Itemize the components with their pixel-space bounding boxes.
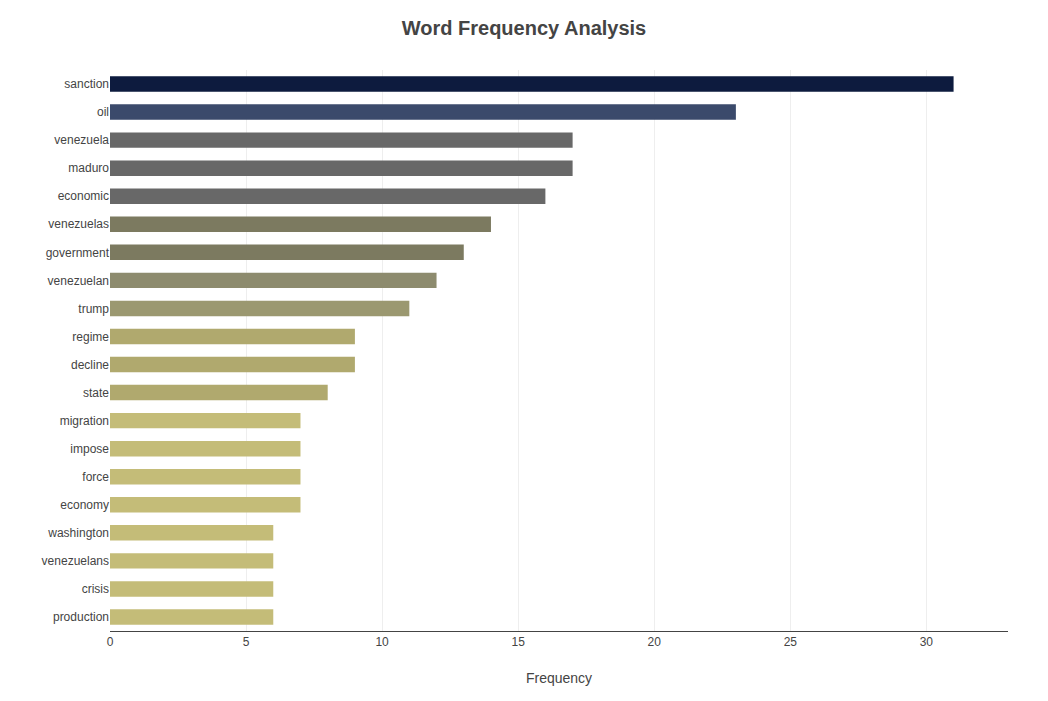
svg-text:Word Frequency Analysis: Word Frequency Analysis bbox=[402, 17, 647, 39]
svg-text:decline: decline bbox=[71, 358, 109, 372]
svg-text:maduro: maduro bbox=[68, 161, 109, 175]
svg-text:20: 20 bbox=[648, 635, 662, 649]
svg-text:5: 5 bbox=[243, 635, 250, 649]
svg-text:venezuelan: venezuelan bbox=[48, 274, 109, 288]
svg-text:economic: economic bbox=[58, 189, 109, 203]
svg-text:force: force bbox=[82, 470, 109, 484]
svg-text:25: 25 bbox=[784, 635, 798, 649]
svg-text:crisis: crisis bbox=[82, 582, 109, 596]
svg-text:production: production bbox=[53, 610, 109, 624]
svg-text:30: 30 bbox=[920, 635, 934, 649]
svg-text:economy: economy bbox=[60, 498, 109, 512]
svg-text:Frequency: Frequency bbox=[526, 670, 592, 686]
svg-text:government: government bbox=[46, 246, 110, 260]
svg-text:15: 15 bbox=[512, 635, 526, 649]
svg-text:impose: impose bbox=[70, 442, 109, 456]
svg-text:washington: washington bbox=[47, 526, 109, 540]
svg-text:10: 10 bbox=[375, 635, 389, 649]
svg-text:migration: migration bbox=[60, 414, 109, 428]
svg-text:0: 0 bbox=[107, 635, 114, 649]
svg-text:trump: trump bbox=[78, 302, 109, 316]
svg-text:sanction: sanction bbox=[64, 77, 109, 91]
svg-text:venezuelans: venezuelans bbox=[42, 554, 109, 568]
svg-text:state: state bbox=[83, 386, 109, 400]
svg-text:venezuelas: venezuelas bbox=[48, 217, 109, 231]
svg-text:venezuela: venezuela bbox=[54, 133, 109, 147]
svg-text:regime: regime bbox=[72, 330, 109, 344]
svg-text:oil: oil bbox=[97, 105, 109, 119]
